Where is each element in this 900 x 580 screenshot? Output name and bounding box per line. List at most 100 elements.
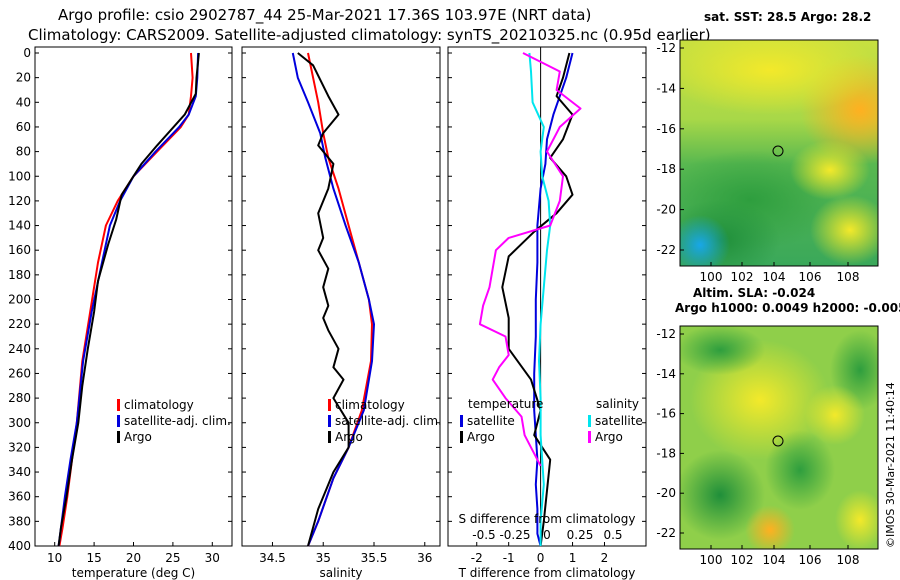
sla-map-y-tick-label: -14 [656, 367, 676, 381]
panel-3-x-tick-label: -1 [503, 551, 515, 565]
panel-3-x-tick-label: 2 [601, 551, 609, 565]
panel-2-x-label: salinity [319, 566, 362, 580]
top-axis-tick-label: -0.5 [472, 528, 495, 542]
depth-tick-label: 320 [8, 440, 31, 454]
top-axis-tick-label: 0 [543, 528, 551, 542]
panel-1-x-label: temperature (deg C) [72, 566, 195, 580]
legend-label-2: Argo [335, 430, 363, 444]
sst-argo-location-marker [772, 145, 784, 157]
top-axis-label: S difference from climatology [459, 512, 636, 526]
title-line-1: Argo profile: csio 2902787_44 25-Mar-202… [58, 6, 592, 24]
legend-swatch-2 [328, 415, 331, 427]
depth-tick-label: 240 [8, 342, 31, 356]
legend-swatch-2 [328, 431, 331, 443]
panel-2-series-satellite-adj-clim- [291, 52, 375, 547]
sla-map-y-tick-label: -20 [656, 486, 676, 500]
panel-3-series-temperature-satellite [533, 52, 574, 547]
sst-map-title: sat. SST: 28.5 Argo: 28.2 [704, 10, 872, 24]
depth-tick-label: 360 [8, 490, 31, 504]
legend-label-diff: satellite [467, 414, 515, 428]
sla-map-y-tick-label: -22 [656, 526, 676, 540]
panel-3-x-tick-label: -2 [471, 551, 483, 565]
sst-map-y-tick-label: -16 [656, 122, 676, 136]
sst-map-y-tick-label: -12 [656, 41, 676, 55]
depth-tick-label: 260 [8, 366, 31, 380]
sla-map-x-tick-label: 100 [700, 553, 723, 567]
legend-label-1: satellite-adj. clim. [124, 414, 231, 428]
legend-swatch-diff [460, 415, 463, 427]
sst-map-y-tick-label: -18 [656, 162, 676, 176]
sst-map-x-tick-label: 106 [799, 270, 822, 284]
legend-label-1: climatology [124, 398, 194, 412]
panel-3-x-tick-label: 1 [569, 551, 577, 565]
panel-2-x-tick-label: 34.5 [259, 551, 286, 565]
sla-map-y-tick-label: -18 [656, 446, 676, 460]
panel-2-x-tick-label: 35.5 [361, 551, 388, 565]
panel-1-series-argo [57, 52, 200, 547]
legend-swatch-1 [117, 399, 120, 411]
legend-label-diff: Argo [595, 430, 623, 444]
panel-3-x-tick-label: 0 [537, 551, 545, 565]
legend-swatch-diff [588, 415, 591, 427]
depth-tick-label: 120 [8, 194, 31, 208]
sst-map-y-tick-label: -14 [656, 81, 676, 95]
depth-tick-label: 20 [16, 71, 31, 85]
panel-2-x-tick-label: 35 [316, 551, 331, 565]
panel-2-x-tick-label: 36 [417, 551, 432, 565]
sst-map [680, 40, 878, 266]
sla-map-x-tick-label: 106 [799, 553, 822, 567]
depth-tick-label: 60 [16, 120, 31, 134]
depth-tick-label: 40 [16, 95, 31, 109]
depth-tick-label: 100 [8, 169, 31, 183]
panel-1-x-tick-label: 30 [205, 551, 220, 565]
sst-map-x-tick-label: 100 [700, 270, 723, 284]
panel-2-series-argo [297, 52, 350, 547]
depth-tick-label: 300 [8, 416, 31, 430]
panel-2-frame [241, 46, 441, 547]
legend-swatch-1 [117, 431, 120, 443]
depth-tick-label: 340 [8, 465, 31, 479]
panel-1-x-tick-label: 20 [126, 551, 141, 565]
panel-1-frame [34, 46, 233, 547]
sla-map-x-tick-label: 108 [837, 553, 860, 567]
panel-3-series-salinity-argo [478, 52, 582, 467]
sst-map-x-tick-label: 104 [763, 270, 786, 284]
depth-tick-label: 0 [23, 46, 31, 60]
depth-tick-label: 180 [8, 268, 31, 282]
panel-3-series-salinity-satellite [528, 52, 552, 546]
sst-map-x-tick-label: 102 [731, 270, 754, 284]
sla-map [680, 326, 878, 549]
sla-map-y-tick-label: -16 [656, 407, 676, 421]
panel-1-x-tick-label: 25 [165, 551, 180, 565]
top-axis-tick-label: 0.25 [567, 528, 594, 542]
legend-label-1: Argo [124, 430, 152, 444]
legend-label-2: climatology [335, 398, 405, 412]
depth-tick-label: 140 [8, 219, 31, 233]
panel-1-x-tick-label: 15 [86, 551, 101, 565]
sst-map-y-tick-label: -20 [656, 203, 676, 217]
sla-map-title-line-1: Altim. SLA: -0.024 [693, 286, 816, 300]
panel-3-frame [447, 46, 647, 547]
depth-tick-label: 400 [8, 539, 31, 553]
legend-swatch-diff [460, 431, 463, 443]
legend-temperature-heading: temperature [468, 397, 543, 411]
depth-tick-label: 380 [8, 514, 31, 528]
sst-map-x-tick-label: 108 [837, 270, 860, 284]
legend-swatch-1 [117, 415, 120, 427]
sla-map-y-tick-label: -12 [656, 327, 676, 341]
sla-argo-location-marker [772, 435, 784, 447]
panel-1-series-satellite-adj-clim- [57, 52, 200, 547]
depth-tick-label: 200 [8, 293, 31, 307]
top-axis-tick-label: 0.5 [603, 528, 622, 542]
legend-label-diff: satellite [595, 414, 643, 428]
sla-map-x-tick-label: 102 [731, 553, 754, 567]
legend-label-2: satellite-adj. clim. [335, 414, 442, 428]
legend-swatch-2 [328, 399, 331, 411]
legend-swatch-diff [588, 431, 591, 443]
panel-3-series-temperature-argo [501, 52, 574, 547]
panel-3-x-label: T difference from climatology [458, 566, 636, 580]
legend-label-diff: Argo [467, 430, 495, 444]
sla-map-x-tick-label: 104 [763, 553, 786, 567]
sla-map-title-line-2: Argo h1000: 0.0049 h2000: -0.0058 [675, 301, 900, 315]
sst-map-y-tick-label: -22 [656, 243, 676, 257]
